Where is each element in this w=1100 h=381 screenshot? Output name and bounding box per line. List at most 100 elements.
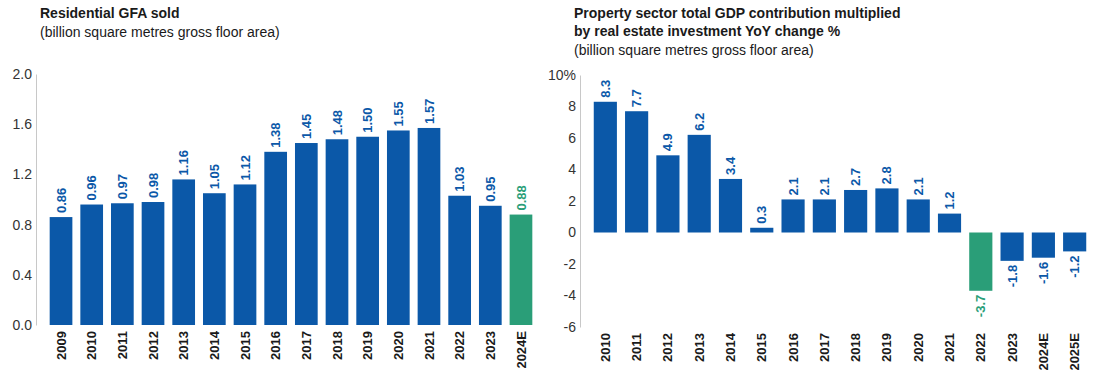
x-tick-label: 2017 (817, 333, 832, 362)
y-axis: 0.00.40.81.21.62.0 (13, 66, 37, 333)
x-tick-label: 2016 (268, 331, 283, 360)
x-tick-label: 2011 (115, 331, 130, 359)
data-label: 1.50 (360, 107, 375, 132)
chart-title: by real estate investment YoY change % (574, 23, 841, 39)
x-tick-label: 2016 (786, 333, 801, 362)
data-label: 2.8 (879, 166, 894, 184)
data-label: 1.12 (238, 155, 253, 180)
data-label: 4.9 (660, 133, 675, 151)
data-label: 0.96 (84, 175, 99, 200)
y-tick-label: 0 (568, 224, 576, 240)
x-tick: 2014 (723, 332, 738, 362)
x-tick: 2024E (514, 331, 529, 369)
y-tick-label: 4 (568, 161, 576, 177)
bars (50, 128, 533, 325)
x-tick: 2016 (786, 333, 801, 362)
bar (875, 188, 898, 232)
x-tick: 2012 (660, 333, 675, 362)
x-tick-label: 2015 (238, 331, 253, 360)
data-label: 1.16 (176, 150, 191, 175)
x-tick-label: 2010 (598, 333, 613, 362)
x-tick-label: 2022 (452, 331, 467, 360)
x-tick-label: 2018 (330, 331, 345, 360)
x-tick: 2011 (115, 331, 130, 359)
y-tick-label: 8 (568, 98, 576, 114)
x-tick: 2010 (84, 331, 99, 360)
bar (656, 155, 679, 232)
x-tick: 2022 (973, 333, 988, 362)
x-tick: 2018 (848, 333, 863, 362)
x-tick: 2009 (54, 331, 69, 360)
data-label: -1.8 (1005, 265, 1020, 287)
x-tick-label: 2019 (360, 331, 375, 360)
data-label: -3.7 (973, 295, 988, 317)
y-tick-label: 0.8 (13, 217, 33, 233)
data-label: -1.2 (1067, 255, 1082, 277)
x-tick-label: 2009 (54, 331, 69, 360)
data-label: 1.57 (422, 99, 437, 124)
data-label: 0.95 (483, 176, 498, 201)
x-tick: 2019 (879, 333, 894, 362)
bar (387, 130, 410, 325)
chart-title: Property sector total GDP contribution m… (574, 5, 900, 21)
data-label: -1.6 (1036, 262, 1051, 284)
x-tick: 2020 (911, 333, 926, 362)
chart-subtitle: (billion square metres gross floor area) (40, 24, 280, 40)
x-tick-label: 2014 (723, 332, 738, 362)
chart-root: Residential GFA sold(billion square metr… (0, 0, 1100, 381)
data-labels: 0.860.960.970.981.161.051.121.381.451.48… (54, 99, 529, 213)
data-label: 0.3 (754, 206, 769, 224)
x-tick: 2017 (817, 333, 832, 362)
bar (448, 196, 471, 325)
x-tick: 2021 (422, 331, 437, 360)
x-tick: 2024E (1036, 333, 1051, 371)
y-tick-label: 1.6 (13, 116, 33, 132)
y-tick: 1.2 (13, 166, 33, 182)
y-tick: 1.6 (13, 116, 33, 132)
y-tick: -6 (564, 319, 577, 335)
x-tick: 2014 (207, 330, 222, 360)
data-label: 1.48 (330, 110, 345, 135)
x-tick: 2022 (452, 331, 467, 360)
x-tick-label: 2023 (483, 331, 498, 360)
x-tick-label: 2018 (848, 333, 863, 362)
x-tick: 2015 (754, 333, 769, 362)
bar (50, 217, 73, 325)
data-label: 0.97 (115, 174, 130, 199)
x-tick: 2021 (942, 333, 957, 362)
x-tick-label: 2019 (879, 333, 894, 362)
bar (625, 111, 648, 232)
y-tick-label: 0.0 (13, 317, 33, 333)
x-tick: 2020 (391, 331, 406, 360)
x-tick-label: 2024E (514, 331, 529, 369)
bar (969, 233, 992, 291)
x-tick-label: 2013 (692, 333, 707, 362)
bar (264, 152, 287, 325)
y-tick: 0.0 (13, 317, 33, 333)
x-tick: 2016 (268, 331, 283, 360)
y-tick: -2 (564, 256, 577, 272)
bar (907, 199, 930, 232)
chart-panel: Property sector total GDP contribution m… (548, 5, 1086, 371)
data-label: 1.55 (391, 101, 406, 126)
x-tick: 2011 (629, 333, 644, 361)
x-tick: 2013 (176, 331, 191, 360)
bar (80, 205, 103, 325)
bar (719, 179, 742, 233)
y-tick-label: -6 (564, 319, 577, 335)
bar (111, 203, 134, 325)
bar (688, 135, 711, 233)
y-tick: 0 (568, 224, 576, 240)
y-tick: 2.0 (13, 66, 33, 82)
x-axis: 2010 2011 2012 2013 2014 2015 2016 2017 2018 2019… (598, 332, 1082, 370)
x-tick-label: 2010 (84, 331, 99, 360)
bar (844, 190, 867, 233)
bar (326, 139, 349, 325)
bar (750, 228, 773, 233)
x-tick: 2019 (360, 331, 375, 360)
y-tick: 0.8 (13, 217, 33, 233)
y-tick-label: 10% (548, 67, 576, 83)
bar (142, 202, 165, 325)
x-tick-label: 2020 (911, 333, 926, 362)
data-label: 3.4 (723, 156, 738, 175)
